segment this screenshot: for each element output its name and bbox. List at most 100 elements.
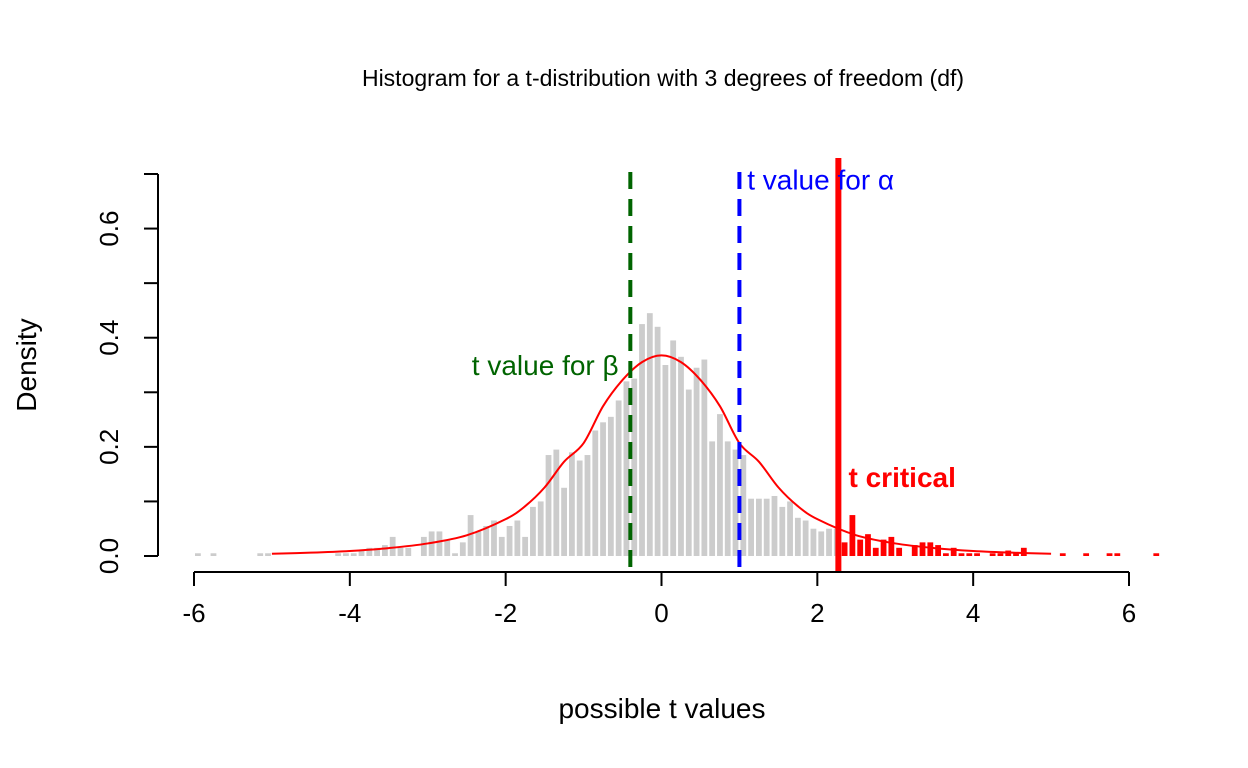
y-axis-label: Density — [11, 318, 42, 411]
histogram-bar — [771, 495, 778, 556]
histogram-bar — [459, 542, 466, 556]
histogram-bar — [717, 414, 723, 556]
histogram-bar — [1114, 553, 1121, 556]
x-tick-label: 4 — [966, 598, 980, 628]
histogram-bar — [350, 553, 357, 556]
histogram-bar — [210, 553, 217, 556]
histogram-bar — [974, 553, 980, 556]
histogram-bar — [553, 449, 560, 556]
y-tick-label: 0.2 — [94, 429, 124, 465]
histogram-bar — [584, 455, 591, 556]
histogram-bar — [732, 449, 739, 556]
histogram-bar — [810, 528, 817, 556]
chart-title: Histogram for a t-distribution with 3 de… — [362, 65, 964, 91]
histogram-bar — [841, 542, 848, 556]
histogram-bar — [724, 441, 731, 556]
reference-lines — [628, 158, 842, 572]
histogram-bar — [420, 536, 427, 556]
histogram-bar — [709, 441, 716, 556]
histogram-bar — [849, 515, 856, 556]
histogram-bar — [483, 525, 490, 556]
histogram-bar — [935, 545, 941, 556]
histogram-bar — [1153, 553, 1160, 556]
histogram-bar — [265, 553, 271, 556]
histogram-bar — [195, 553, 201, 556]
histogram-bar — [919, 542, 926, 556]
histogram-bar — [748, 498, 754, 556]
histogram-bar — [654, 326, 661, 556]
histogram-bar — [997, 553, 1004, 556]
x-tick-label: -2 — [494, 598, 517, 628]
y-tick-label: 0.0 — [94, 538, 124, 574]
x-tick-label: 0 — [654, 598, 668, 628]
histogram-bar — [335, 553, 342, 556]
histogram-bar — [576, 460, 583, 556]
histogram-bar — [506, 525, 513, 556]
histogram-bar — [646, 313, 653, 556]
histogram-bar — [444, 539, 451, 556]
density-curve — [271, 354, 1052, 555]
histogram-bar — [631, 378, 638, 556]
histogram-bar — [615, 400, 622, 556]
histogram-bar — [639, 324, 645, 556]
histogram-bar — [623, 381, 630, 556]
histogram-bar — [389, 536, 396, 556]
critical-label: t critical — [849, 462, 956, 493]
histogram-bar — [662, 365, 669, 556]
histogram-bar — [498, 536, 505, 556]
x-tick-label: -4 — [338, 598, 361, 628]
histogram-bar — [374, 547, 380, 556]
histogram-bar — [693, 367, 700, 556]
histogram-bar — [826, 528, 832, 556]
histogram-bar — [1106, 553, 1113, 556]
histogram-bar — [561, 487, 567, 556]
histogram-bar — [436, 531, 443, 556]
histogram-bar — [958, 553, 965, 556]
beta-label: t value for β — [472, 350, 619, 381]
histogram-bar — [888, 536, 895, 556]
histogram-bar — [1013, 553, 1019, 556]
histogram-bar — [530, 506, 536, 556]
histogram-bar — [475, 531, 482, 556]
x-tick-label: 6 — [1122, 598, 1136, 628]
histogram-bar — [880, 539, 887, 556]
histogram-bar — [943, 553, 949, 556]
histogram-bar — [1020, 547, 1027, 556]
histogram-bar — [927, 542, 934, 556]
histogram-bar — [670, 340, 677, 556]
histogram-bar — [545, 455, 552, 556]
histogram-bar — [966, 553, 973, 556]
histogram-bar — [794, 517, 801, 556]
histogram-bar — [600, 422, 606, 556]
y-tick-label: 0.4 — [94, 320, 124, 356]
histogram-bar — [491, 520, 497, 556]
histogram-bar — [607, 416, 614, 556]
histogram-bar — [257, 553, 264, 556]
histogram-bar — [467, 515, 474, 556]
histogram-bar — [569, 452, 575, 556]
histogram-bar — [857, 539, 864, 556]
histogram-bar — [818, 531, 825, 556]
histogram-bar — [701, 359, 708, 556]
histogram-bar — [872, 547, 879, 556]
histogram-bar — [343, 553, 349, 556]
histogram-bar — [405, 547, 412, 556]
histogram-bar — [537, 501, 544, 556]
x-tick-label: -6 — [182, 598, 205, 628]
histogram-bar — [911, 545, 918, 556]
histogram-bar — [382, 545, 388, 556]
x-axis-label: possible t values — [558, 693, 765, 724]
histogram-bar — [787, 501, 793, 556]
histogram-bar — [763, 498, 770, 556]
alpha-label: t value for α — [747, 164, 894, 195]
histogram-bar — [865, 534, 871, 556]
histogram-bar — [522, 536, 529, 556]
histogram-bar — [358, 550, 365, 556]
histogram-bar — [1059, 553, 1066, 556]
histogram-bar — [779, 506, 786, 556]
histogram-bar — [592, 430, 599, 556]
x-tick-label: 2 — [810, 598, 824, 628]
histogram-bar — [452, 553, 458, 556]
histogram-bar — [397, 547, 404, 556]
